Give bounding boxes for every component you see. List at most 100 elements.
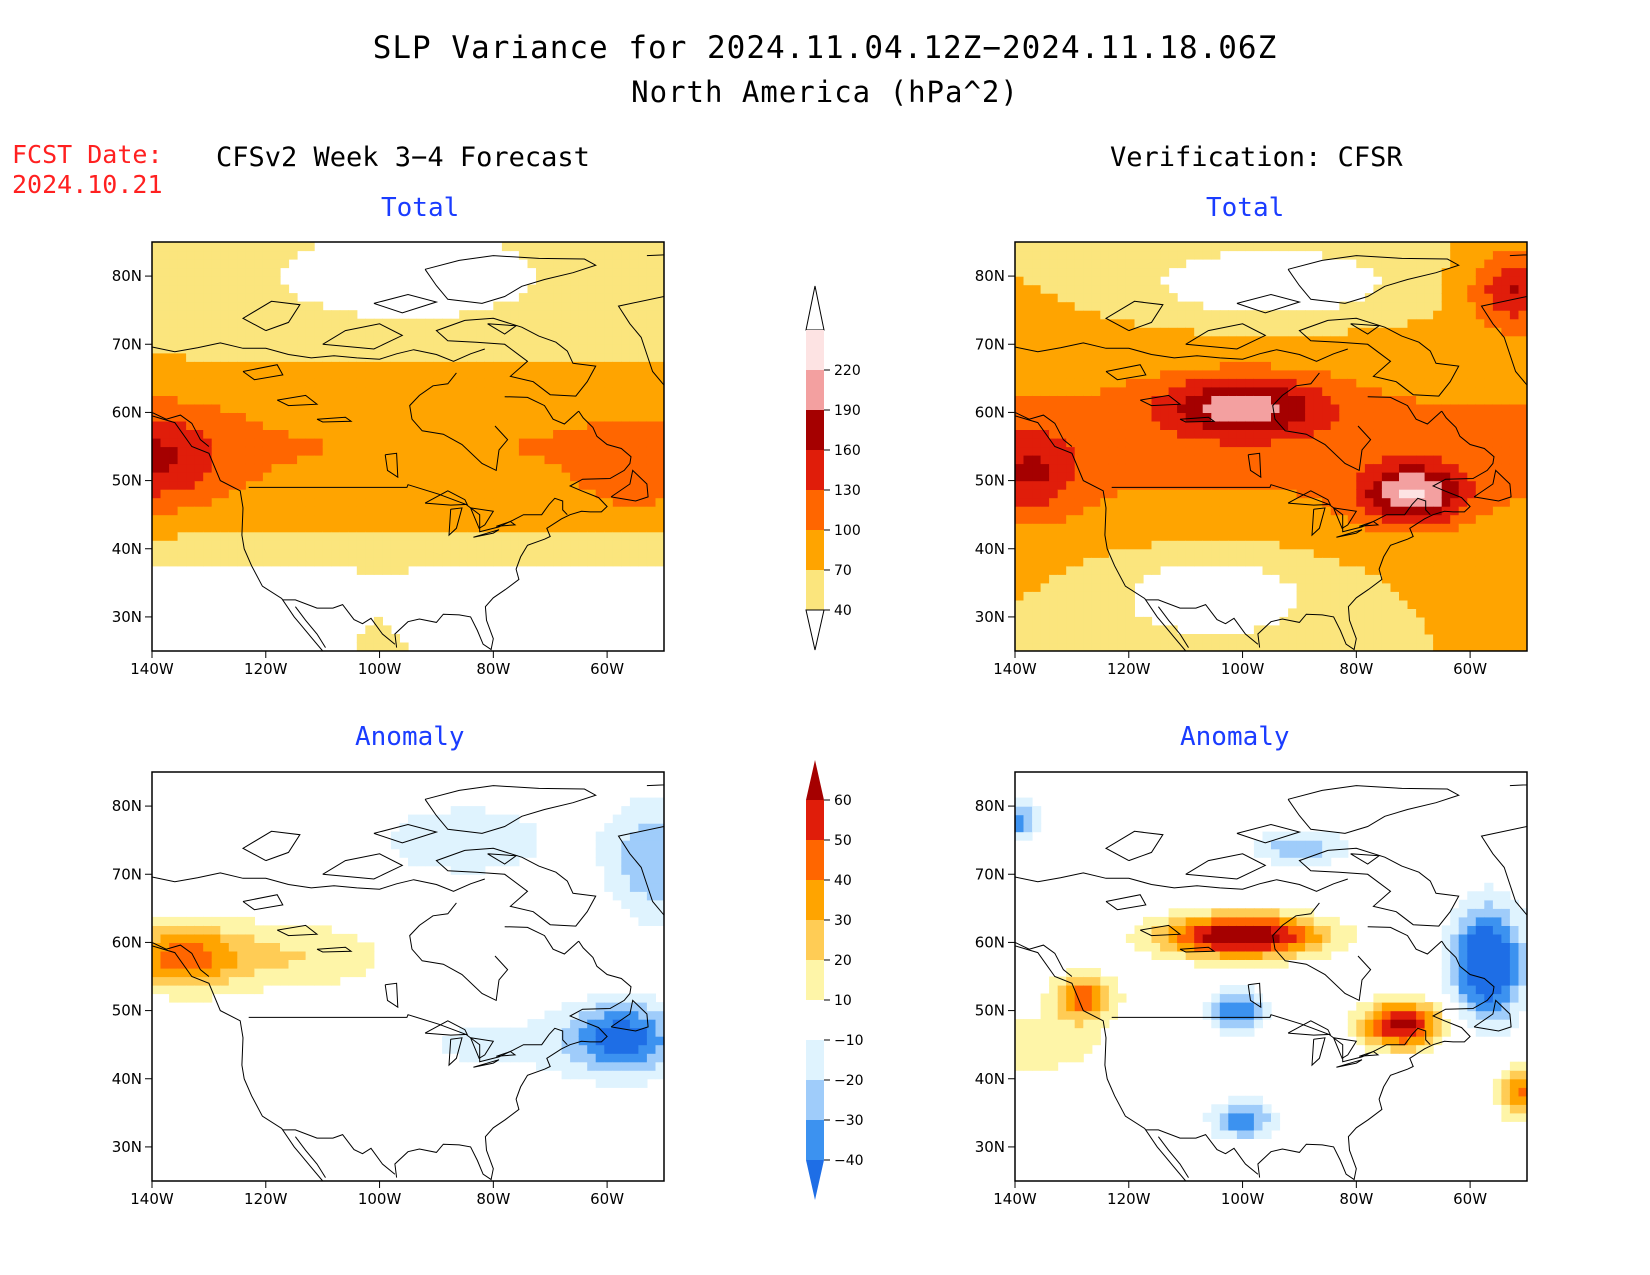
field-cell [339,548,349,558]
field-cell [587,506,597,516]
field-cell [1100,599,1110,609]
field-cell [194,531,204,541]
field-cell [1313,386,1323,396]
field-cell [1475,523,1485,533]
field-cell [1501,548,1511,558]
field-cell [1271,565,1281,575]
field-cell [646,361,656,371]
field-cell [1211,395,1221,405]
field-cell [160,420,170,430]
field-cell [1049,250,1059,260]
field-cell [1288,625,1298,635]
field-cell [1433,642,1443,651]
field-cell [211,259,221,269]
field-cell [1416,506,1426,516]
field-cell [1049,276,1059,286]
field-cell [1117,361,1127,371]
field-cell [1518,318,1527,328]
field-cell [1518,574,1527,584]
field-cell [1458,318,1468,328]
field-cell [527,310,537,320]
field-cell [1509,361,1519,371]
field-cell [1262,463,1272,473]
field-cell [1296,565,1306,575]
field-cell [1279,420,1289,430]
field-cell [356,557,366,567]
field-cell [1399,574,1409,584]
field-cell [1083,242,1093,252]
field-cell [186,327,196,337]
field-cell [1296,472,1306,482]
field-cell [1262,310,1272,320]
field-cell [322,557,332,567]
field-cell [425,463,435,473]
field-cell [612,506,622,516]
field-cell [416,531,426,541]
field-cell [1296,438,1306,448]
field-cell [433,455,443,465]
field-cell [297,548,307,558]
field-cell [186,301,196,311]
field-cell [1424,352,1434,362]
field-cell [638,242,648,252]
field-cell [1032,438,1042,448]
field-cell [408,489,418,499]
field-cell [1492,523,1502,533]
field-cell [1450,412,1460,422]
field-cell [510,429,520,439]
field-cell [1219,634,1229,644]
field-cell [578,497,588,507]
field-cell [621,335,631,345]
field-cell [331,480,341,490]
field-cell [1322,616,1332,626]
field-cell [646,395,656,405]
field-cell [1501,472,1511,482]
field-cell [271,403,281,413]
field-cell [1100,438,1110,448]
field-cell [1424,497,1434,507]
field-cell [595,352,605,362]
field-cell [612,446,622,456]
field-cell [1424,540,1434,550]
field-cell [1467,395,1477,405]
x-tick-label: 100W [358,660,402,678]
field-cell [1143,565,1153,575]
field-cell [1262,523,1272,533]
field-cell [237,916,247,926]
field-cell [416,429,426,439]
field-cell [297,344,307,354]
field-cell [1245,327,1255,337]
field-cell [1202,455,1212,465]
field-cell [1330,378,1340,388]
field-cell [587,472,597,482]
field-cell [1347,242,1357,252]
field-cell [271,420,281,430]
field-cell [638,344,648,354]
field-cell [1441,506,1451,516]
verification-total-coastlines [1015,254,1527,651]
field-cell [459,369,469,379]
field-cell [186,933,196,943]
field-cell [612,352,622,362]
field-cell [595,267,605,277]
field-cell [484,523,494,533]
field-cell [1433,259,1443,269]
field-cell [1509,438,1519,448]
field-cell [1134,403,1144,413]
field-cell [237,403,247,413]
field-cell [1228,548,1238,558]
field-cell [1228,497,1238,507]
field-cell [1433,472,1443,482]
field-cell [1015,455,1025,465]
field-cell [1288,310,1298,320]
field-cell [245,310,255,320]
field-cell [1399,463,1409,473]
field-cell [399,565,409,575]
field-cell [544,420,554,430]
field-cell [1202,634,1212,644]
field-cell [280,557,290,567]
field-cell [595,506,605,516]
field-cell [425,403,435,413]
field-cell [1424,293,1434,303]
field-cell [1390,412,1400,422]
